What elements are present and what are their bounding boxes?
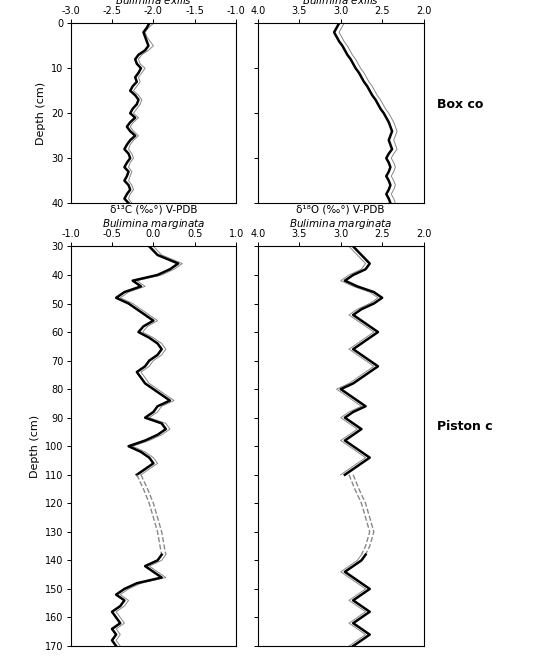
X-axis label: δ¹⁸O (‰°) V-PDB
$\it{Bulimina\ exilis}$: δ¹⁸O (‰°) V-PDB $\it{Bulimina\ exilis}$	[296, 0, 385, 5]
Text: Box co: Box co	[437, 98, 483, 111]
X-axis label: δ¹⁸O (‰°) V-PDB
$\it{Bulimina\ marginata}$: δ¹⁸O (‰°) V-PDB $\it{Bulimina\ marginata…	[289, 204, 393, 230]
Text: Piston c: Piston c	[437, 420, 493, 433]
Y-axis label: Depth (cm): Depth (cm)	[29, 415, 40, 478]
Y-axis label: Depth (cm): Depth (cm)	[36, 82, 46, 145]
X-axis label: δ¹³C (‰°) V-PDB
$\it{Bulimina\ marginata}$: δ¹³C (‰°) V-PDB $\it{Bulimina\ marginata…	[102, 204, 205, 230]
X-axis label: δ¹³C (‰°) V-PDB
$\it{Bulimina\ exilis}$: δ¹³C (‰°) V-PDB $\it{Bulimina\ exilis}$	[110, 0, 197, 5]
